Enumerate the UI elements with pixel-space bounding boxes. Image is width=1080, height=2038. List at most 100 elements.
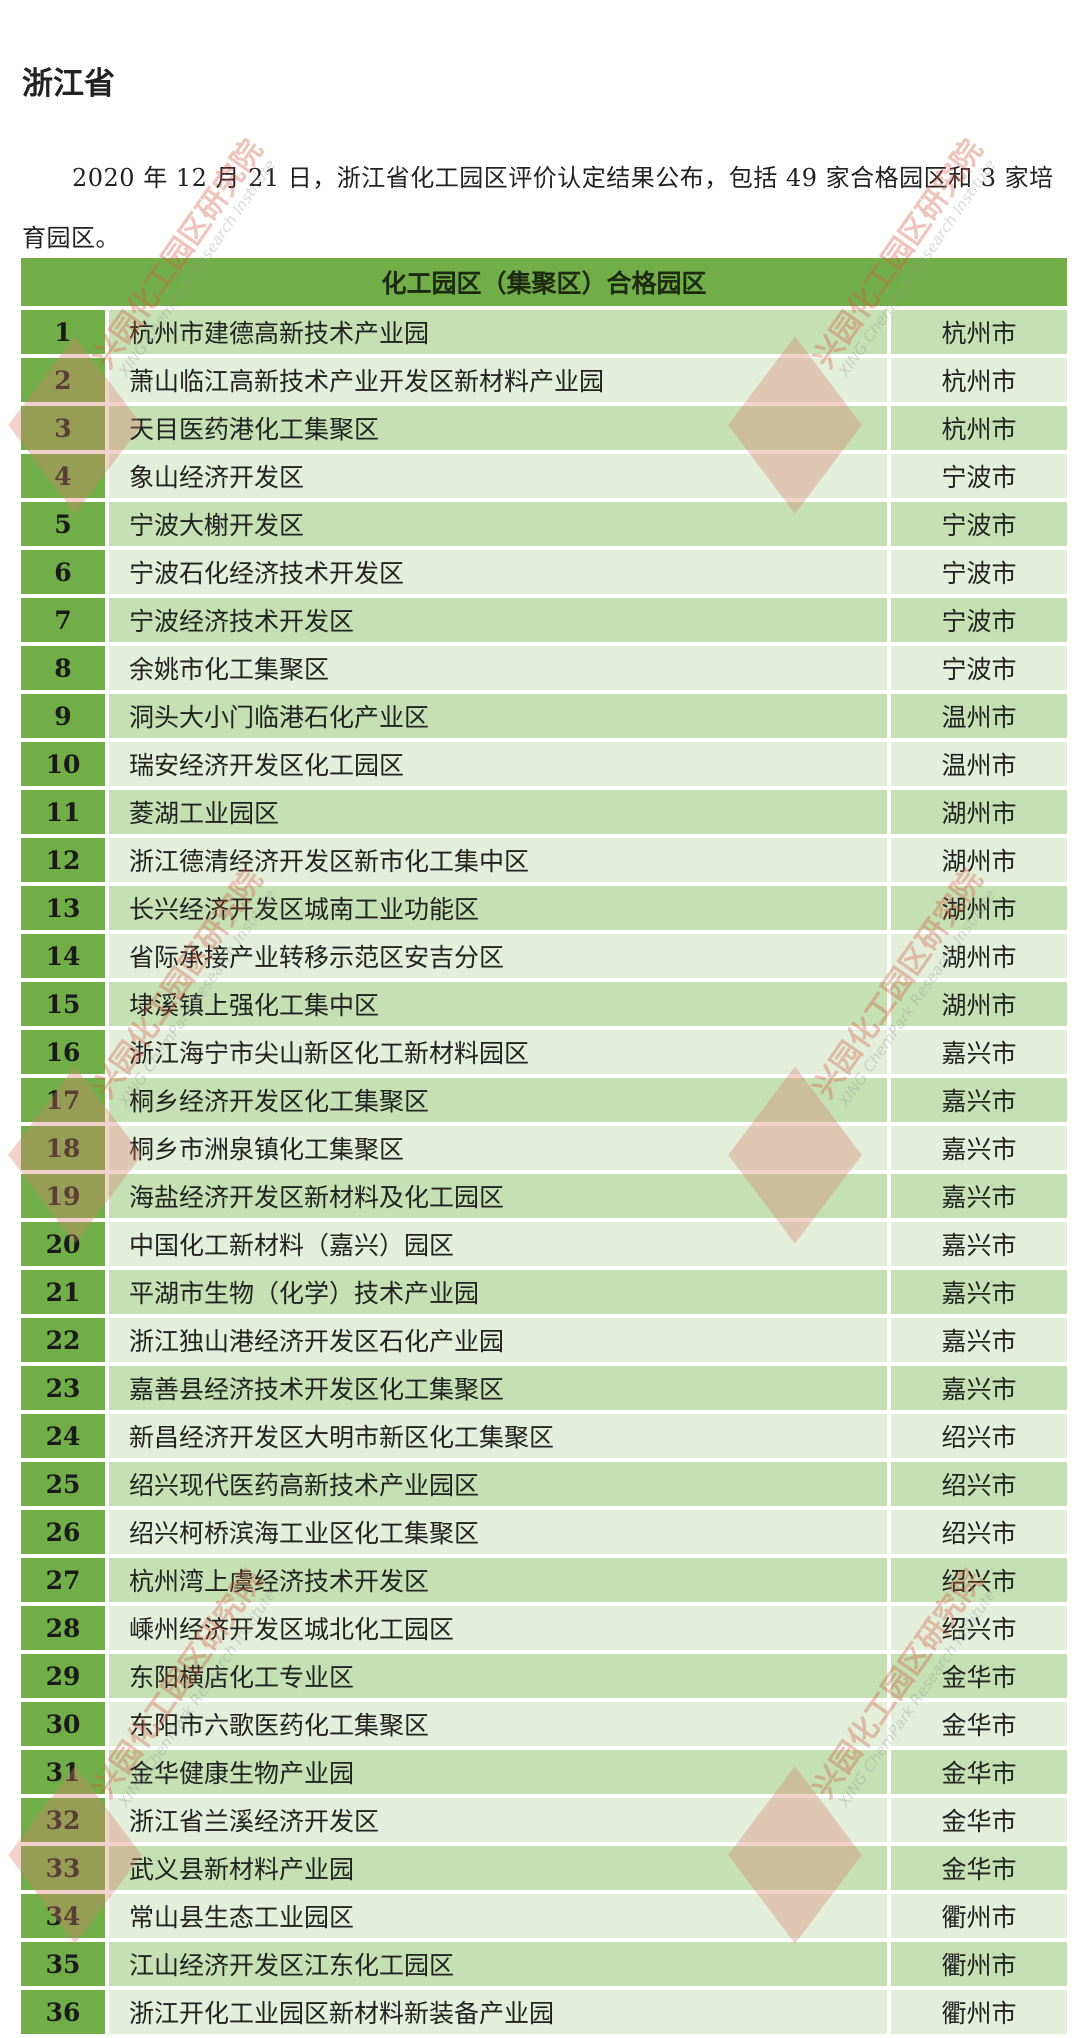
table-row: 23 嘉善县经济技术开发区化工集聚区 嘉兴市 [21, 1366, 1067, 1414]
park-city: 嘉兴市 [891, 1174, 1067, 1222]
park-city: 金华市 [891, 1798, 1067, 1846]
row-number: 26 [21, 1510, 109, 1558]
table-row: 5 宁波大榭开发区 宁波市 [21, 502, 1067, 550]
row-number: 17 [21, 1078, 109, 1126]
park-city: 绍兴市 [891, 1510, 1067, 1558]
park-city: 杭州市 [891, 406, 1067, 454]
table-row: 4 象山经济开发区 宁波市 [21, 454, 1067, 502]
park-name: 浙江海宁市尖山新区化工新材料园区 [109, 1030, 891, 1078]
park-name: 长兴经济开发区城南工业功能区 [109, 886, 891, 934]
row-number: 29 [21, 1654, 109, 1702]
row-number: 23 [21, 1366, 109, 1414]
table-row: 18 桐乡市洲泉镇化工集聚区 嘉兴市 [21, 1126, 1067, 1174]
park-name: 新昌经济开发区大明市新区化工集聚区 [109, 1414, 891, 1462]
park-city: 金华市 [891, 1750, 1067, 1798]
park-city: 衢州市 [891, 1894, 1067, 1942]
row-number: 9 [21, 694, 109, 742]
row-number: 30 [21, 1702, 109, 1750]
park-name: 宁波大榭开发区 [109, 502, 891, 550]
row-number: 36 [21, 1990, 109, 2038]
table-row: 31 金华健康生物产业园 金华市 [21, 1750, 1067, 1798]
park-city: 绍兴市 [891, 1558, 1067, 1606]
table-row: 19 海盐经济开发区新材料及化工园区 嘉兴市 [21, 1174, 1067, 1222]
table-row: 17 桐乡经济开发区化工集聚区 嘉兴市 [21, 1078, 1067, 1126]
park-city: 嘉兴市 [891, 1270, 1067, 1318]
table-row: 12 浙江德清经济开发区新市化工集中区 湖州市 [21, 838, 1067, 886]
park-city: 嘉兴市 [891, 1318, 1067, 1366]
row-number: 32 [21, 1798, 109, 1846]
park-name: 平湖市生物（化学）技术产业园 [109, 1270, 891, 1318]
table-row: 6 宁波石化经济技术开发区 宁波市 [21, 550, 1067, 598]
row-number: 2 [21, 358, 109, 406]
park-city: 宁波市 [891, 454, 1067, 502]
table-row: 24 新昌经济开发区大明市新区化工集聚区 绍兴市 [21, 1414, 1067, 1462]
park-city: 绍兴市 [891, 1414, 1067, 1462]
park-city: 宁波市 [891, 502, 1067, 550]
row-number: 22 [21, 1318, 109, 1366]
table-row: 2 萧山临江高新技术产业开发区新材料产业园 杭州市 [21, 358, 1067, 406]
park-city: 宁波市 [891, 598, 1067, 646]
park-name: 浙江开化工业园区新材料新装备产业园 [109, 1990, 891, 2038]
park-name: 浙江德清经济开发区新市化工集中区 [109, 838, 891, 886]
park-city: 嘉兴市 [891, 1126, 1067, 1174]
table-row: 29 东阳横店化工专业区 金华市 [21, 1654, 1067, 1702]
row-number: 3 [21, 406, 109, 454]
table-row: 34 常山县生态工业园区 衢州市 [21, 1894, 1067, 1942]
park-city: 湖州市 [891, 790, 1067, 838]
park-name: 埭溪镇上强化工集中区 [109, 982, 891, 1030]
row-number: 27 [21, 1558, 109, 1606]
row-number: 21 [21, 1270, 109, 1318]
table-row: 8 余姚市化工集聚区 宁波市 [21, 646, 1067, 694]
row-number: 24 [21, 1414, 109, 1462]
table-row: 20 中国化工新材料（嘉兴）园区 嘉兴市 [21, 1222, 1067, 1270]
park-name: 菱湖工业园区 [109, 790, 891, 838]
park-name: 宁波石化经济技术开发区 [109, 550, 891, 598]
table-row: 32 浙江省兰溪经济开发区 金华市 [21, 1798, 1067, 1846]
park-city: 绍兴市 [891, 1462, 1067, 1510]
table-row: 16 浙江海宁市尖山新区化工新材料园区 嘉兴市 [21, 1030, 1067, 1078]
table-row: 36 浙江开化工业园区新材料新装备产业园 衢州市 [21, 1990, 1067, 2038]
park-city: 湖州市 [891, 886, 1067, 934]
park-name: 东阳市六歌医药化工集聚区 [109, 1702, 891, 1750]
park-name: 洞头大小门临港石化产业区 [109, 694, 891, 742]
park-name: 嘉善县经济技术开发区化工集聚区 [109, 1366, 891, 1414]
park-city: 宁波市 [891, 550, 1067, 598]
page-heading: 浙江省 [22, 66, 115, 102]
intro-paragraph: 2020 年 12 月 21 日，浙江省化工园区评价认定结果公布，包括 49 家… [22, 164, 1054, 252]
row-number: 34 [21, 1894, 109, 1942]
row-number: 33 [21, 1846, 109, 1894]
table-row: 13 长兴经济开发区城南工业功能区 湖州市 [21, 886, 1067, 934]
park-name: 萧山临江高新技术产业开发区新材料产业园 [109, 358, 891, 406]
park-name: 省际承接产业转移示范区安吉分区 [109, 934, 891, 982]
table-row: 30 东阳市六歌医药化工集聚区 金华市 [21, 1702, 1067, 1750]
table-row: 11 菱湖工业园区 湖州市 [21, 790, 1067, 838]
park-name: 余姚市化工集聚区 [109, 646, 891, 694]
park-name: 天目医药港化工集聚区 [109, 406, 891, 454]
table-title: 化工园区（集聚区）合格园区 [21, 258, 1067, 310]
park-name: 宁波经济技术开发区 [109, 598, 891, 646]
park-name: 中国化工新材料（嘉兴）园区 [109, 1222, 891, 1270]
park-city: 嘉兴市 [891, 1078, 1067, 1126]
park-name: 桐乡市洲泉镇化工集聚区 [109, 1126, 891, 1174]
park-name: 武义县新材料产业园 [109, 1846, 891, 1894]
park-name: 海盐经济开发区新材料及化工园区 [109, 1174, 891, 1222]
row-number: 5 [21, 502, 109, 550]
park-city: 金华市 [891, 1702, 1067, 1750]
row-number: 6 [21, 550, 109, 598]
table-row: 21 平湖市生物（化学）技术产业园 嘉兴市 [21, 1270, 1067, 1318]
park-city: 金华市 [891, 1654, 1067, 1702]
table-row: 10 瑞安经济开发区化工园区 温州市 [21, 742, 1067, 790]
park-name: 瑞安经济开发区化工园区 [109, 742, 891, 790]
park-city: 温州市 [891, 742, 1067, 790]
park-city: 绍兴市 [891, 1606, 1067, 1654]
row-number: 28 [21, 1606, 109, 1654]
row-number: 13 [21, 886, 109, 934]
park-name: 浙江独山港经济开发区石化产业园 [109, 1318, 891, 1366]
row-number: 10 [21, 742, 109, 790]
row-number: 19 [21, 1174, 109, 1222]
table-row: 15 埭溪镇上强化工集中区 湖州市 [21, 982, 1067, 1030]
park-name: 常山县生态工业园区 [109, 1894, 891, 1942]
table-row: 28 嵊州经济开发区城北化工园区 绍兴市 [21, 1606, 1067, 1654]
row-number: 31 [21, 1750, 109, 1798]
park-name: 杭州市建德高新技术产业园 [109, 310, 891, 358]
